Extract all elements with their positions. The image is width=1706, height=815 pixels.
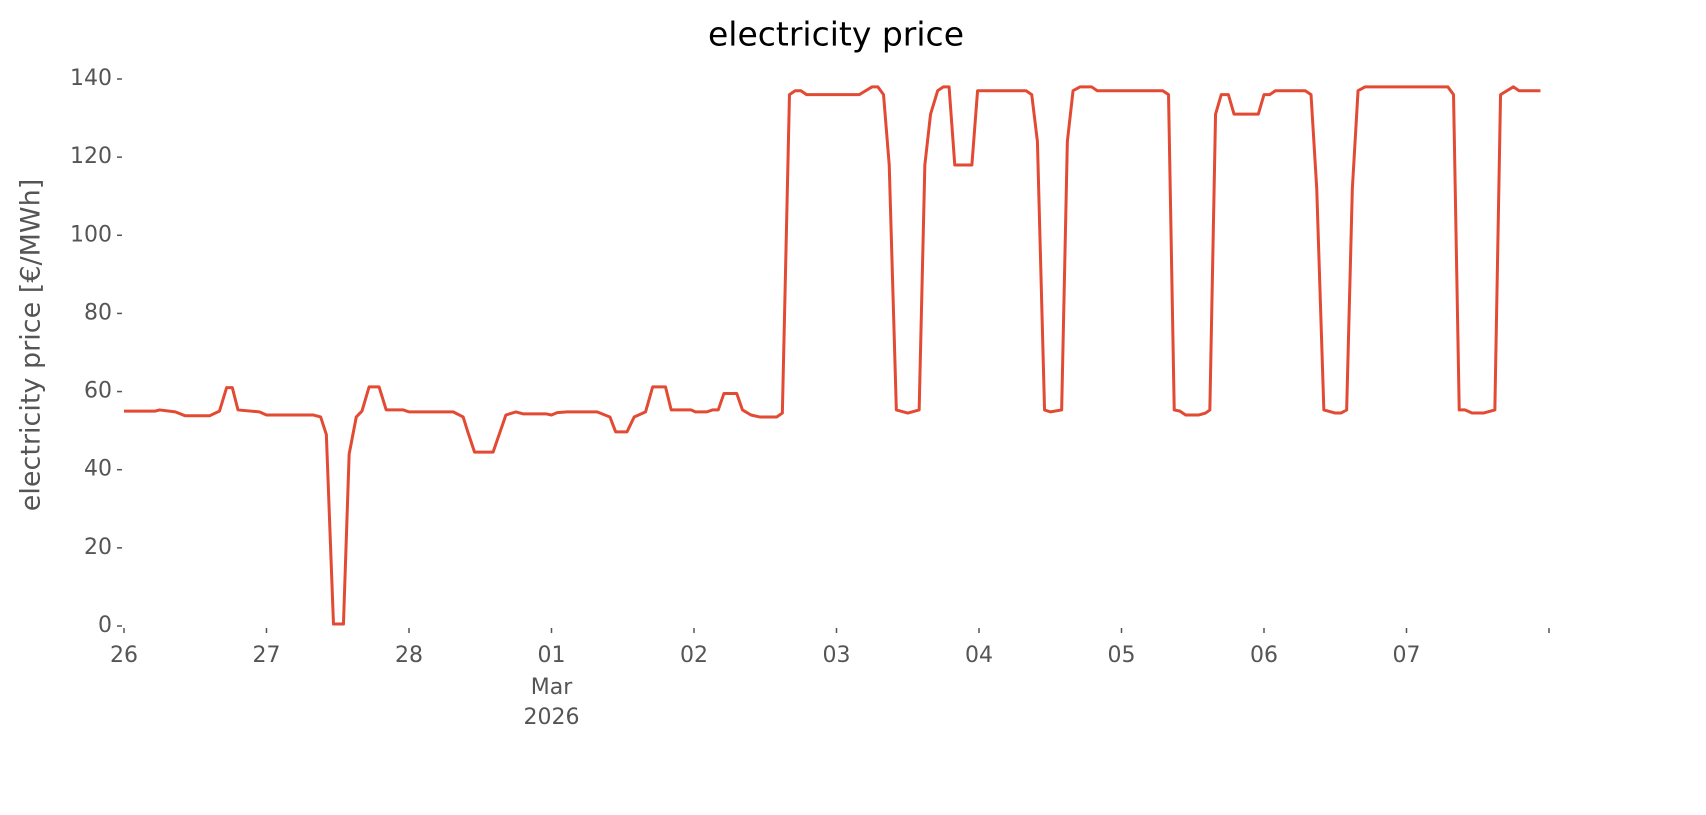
x-tick-label: 26 — [110, 643, 138, 668]
y-tick-label: 40 — [84, 457, 112, 482]
x-tick-sublabel: Mar — [531, 675, 573, 700]
x-tick-label: 07 — [1393, 643, 1421, 668]
price-line — [124, 85, 1541, 626]
chart-title: electricity price — [708, 15, 964, 54]
y-tick-label: 140 — [70, 66, 112, 91]
x-tick-label: 02 — [680, 643, 708, 668]
y-axis-label: electricity price [€/MWh] — [16, 179, 47, 511]
x-tick-label: 03 — [823, 643, 851, 668]
x-tick-label: 04 — [965, 643, 993, 668]
x-tick-label: 05 — [1108, 643, 1136, 668]
x-tick-label: 06 — [1250, 643, 1278, 668]
y-tick-label: 20 — [84, 535, 112, 560]
y-tick-label: 120 — [70, 144, 112, 169]
y-tick-label: 0 — [98, 613, 112, 638]
x-tick-label: 27 — [253, 643, 281, 668]
x-tick-sublabel: 2026 — [524, 705, 580, 730]
y-tick-label: 60 — [84, 379, 112, 404]
x-tick-label: 01 — [538, 643, 566, 668]
x-tick-label: 28 — [395, 643, 423, 668]
y-tick-label: 80 — [84, 300, 112, 325]
y-tick-label: 100 — [70, 222, 112, 247]
